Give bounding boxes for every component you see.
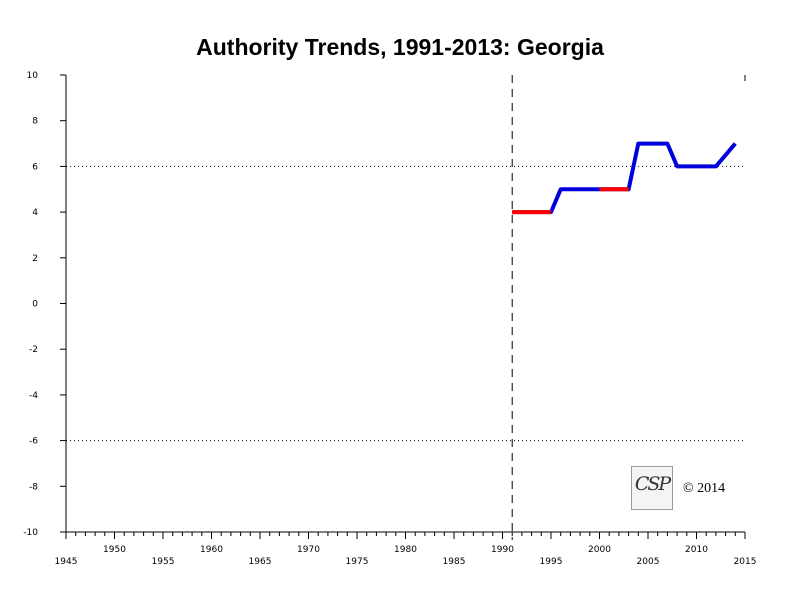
x-axis-ticks: 1950 1960 1970 1980 1990 2000 2010 1945 1955 1965…	[55, 532, 757, 567]
y-tick-label: 6	[32, 162, 38, 172]
copyright-notice: © 2014	[683, 481, 726, 496]
authority-trend-line	[512, 141, 737, 215]
x-tick-label: 1990	[491, 545, 514, 555]
y-axis-ticks: 10 8 6 4 2 0 -2 -4 -6 -8 -10	[23, 71, 66, 538]
y-tick-label: -8	[29, 482, 38, 492]
y-tick-label: 10	[27, 71, 39, 81]
reference-lines	[66, 75, 745, 540]
x-tick-label: 1970	[297, 545, 320, 555]
y-tick-label: 0	[32, 300, 38, 310]
y-tick-label: 8	[32, 117, 38, 127]
csp-logo-text: CSP	[634, 473, 671, 495]
x-tick-label: 1980	[394, 545, 417, 555]
x-tick-label: 1975	[346, 557, 369, 567]
x-tick-label: 1995	[540, 557, 563, 567]
chart-title: Authority Trends, 1991-2013: Georgia	[196, 34, 604, 60]
x-tick-label: 2000	[588, 545, 611, 555]
y-tick-label: -2	[29, 345, 38, 355]
x-tick-label: 2015	[734, 557, 757, 567]
x-tick-label: 2005	[637, 557, 660, 567]
csp-logo: CSP	[631, 466, 673, 510]
x-tick-label: 1960	[200, 545, 223, 555]
x-tick-label: 1985	[443, 557, 466, 567]
x-tick-label: 1950	[103, 545, 126, 555]
x-tick-label: 1955	[152, 557, 175, 567]
y-tick-label: -6	[29, 437, 38, 447]
x-tick-label: 1945	[55, 557, 78, 567]
series-layer	[512, 141, 737, 215]
y-tick-label: -4	[29, 391, 38, 401]
y-tick-label: 2	[32, 254, 38, 264]
x-tick-label: 1965	[249, 557, 272, 567]
y-tick-label: 4	[32, 208, 38, 218]
y-tick-label: -10	[23, 528, 38, 538]
x-tick-label: 2010	[685, 545, 708, 555]
